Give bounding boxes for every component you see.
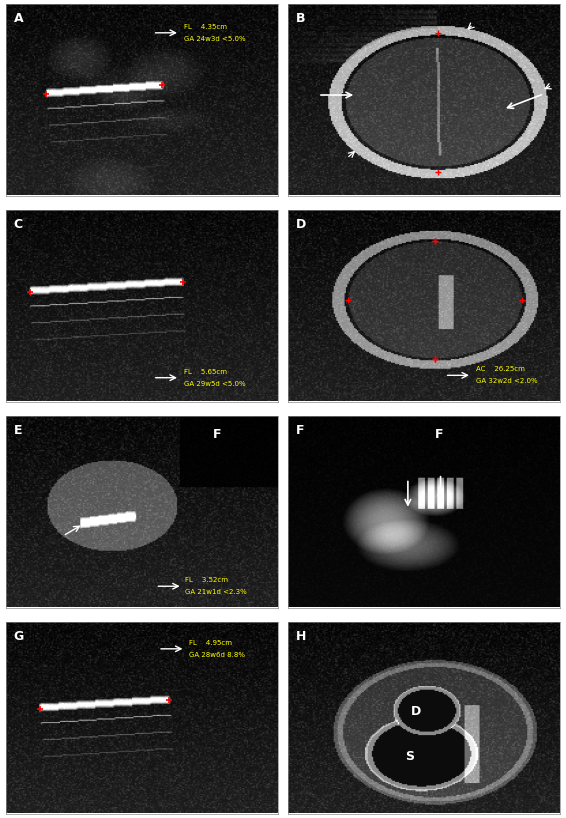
Text: A: A [14,11,23,25]
Text: D: D [296,218,307,231]
Text: GA 28w6d 8.8%: GA 28w6d 8.8% [190,652,246,658]
Text: E: E [14,424,22,437]
Text: G: G [14,630,24,643]
Text: F: F [213,428,221,441]
Text: GA 21w1d <2.3%: GA 21w1d <2.3% [185,589,247,596]
Text: C: C [14,218,23,231]
Text: F: F [435,428,444,441]
Text: FL    3.52cm: FL 3.52cm [185,578,228,583]
Text: S: S [405,750,414,763]
Text: B: B [296,11,306,25]
Text: FL    4.95cm: FL 4.95cm [190,640,233,646]
Text: GA 32w2d <2.0%: GA 32w2d <2.0% [476,378,538,384]
Text: AC    26.25cm: AC 26.25cm [476,366,525,372]
Text: FL    5.65cm: FL 5.65cm [184,369,227,375]
Text: H: H [296,630,307,643]
Text: D: D [410,704,421,717]
Text: F: F [296,424,305,437]
Text: GA 24w3d <5.0%: GA 24w3d <5.0% [184,36,246,42]
Text: FL    4.35cm: FL 4.35cm [184,24,227,29]
Text: GA 29w5d <5.0%: GA 29w5d <5.0% [184,380,246,387]
